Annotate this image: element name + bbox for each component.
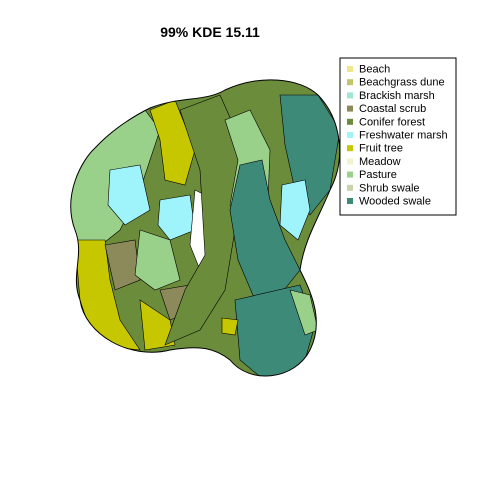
wooded-swale-patch [229,159,301,301]
legend-label: Brackish marsh [359,90,435,102]
pasture-patch [134,229,181,291]
legend-label: Wooded swale [359,196,431,208]
legend-label: Fruit tree [359,143,403,155]
legend-swatch [347,92,353,99]
legend-swatch [347,132,353,138]
legend-swatch [347,118,353,125]
fruit-tree-patch [139,299,176,351]
legend-label: Shrub swale [359,182,420,194]
freshwater-marsh-patch [107,164,151,226]
freshwater-marsh-patch [157,194,196,241]
legend-swatch [347,171,353,178]
legend-label: Conifer forest [359,116,425,128]
legend-label: Meadow [359,156,401,168]
legend-label: Freshwater marsh [359,130,448,142]
map-title: 99% KDE 15.11 [160,24,260,40]
legend-label: Beachgrass dune [359,77,445,89]
fruit-tree-patch [221,317,239,336]
legend-swatch [347,79,353,86]
legend-swatch [347,145,353,152]
kde-outline [70,79,341,377]
legend-swatch [347,158,353,165]
coastal-scrub-patch [104,239,141,291]
legend-swatch [347,66,353,72]
legend-box [339,57,457,216]
legend-swatch [347,198,353,204]
legend-label: Beach [359,64,390,76]
legend-swatch [347,105,353,112]
legend-label: Pasture [359,169,397,181]
habitat-map [70,79,340,377]
legend-swatch [347,184,353,191]
legend-label: Coastal scrub [359,103,426,115]
freshwater-marsh-patch [279,179,311,241]
